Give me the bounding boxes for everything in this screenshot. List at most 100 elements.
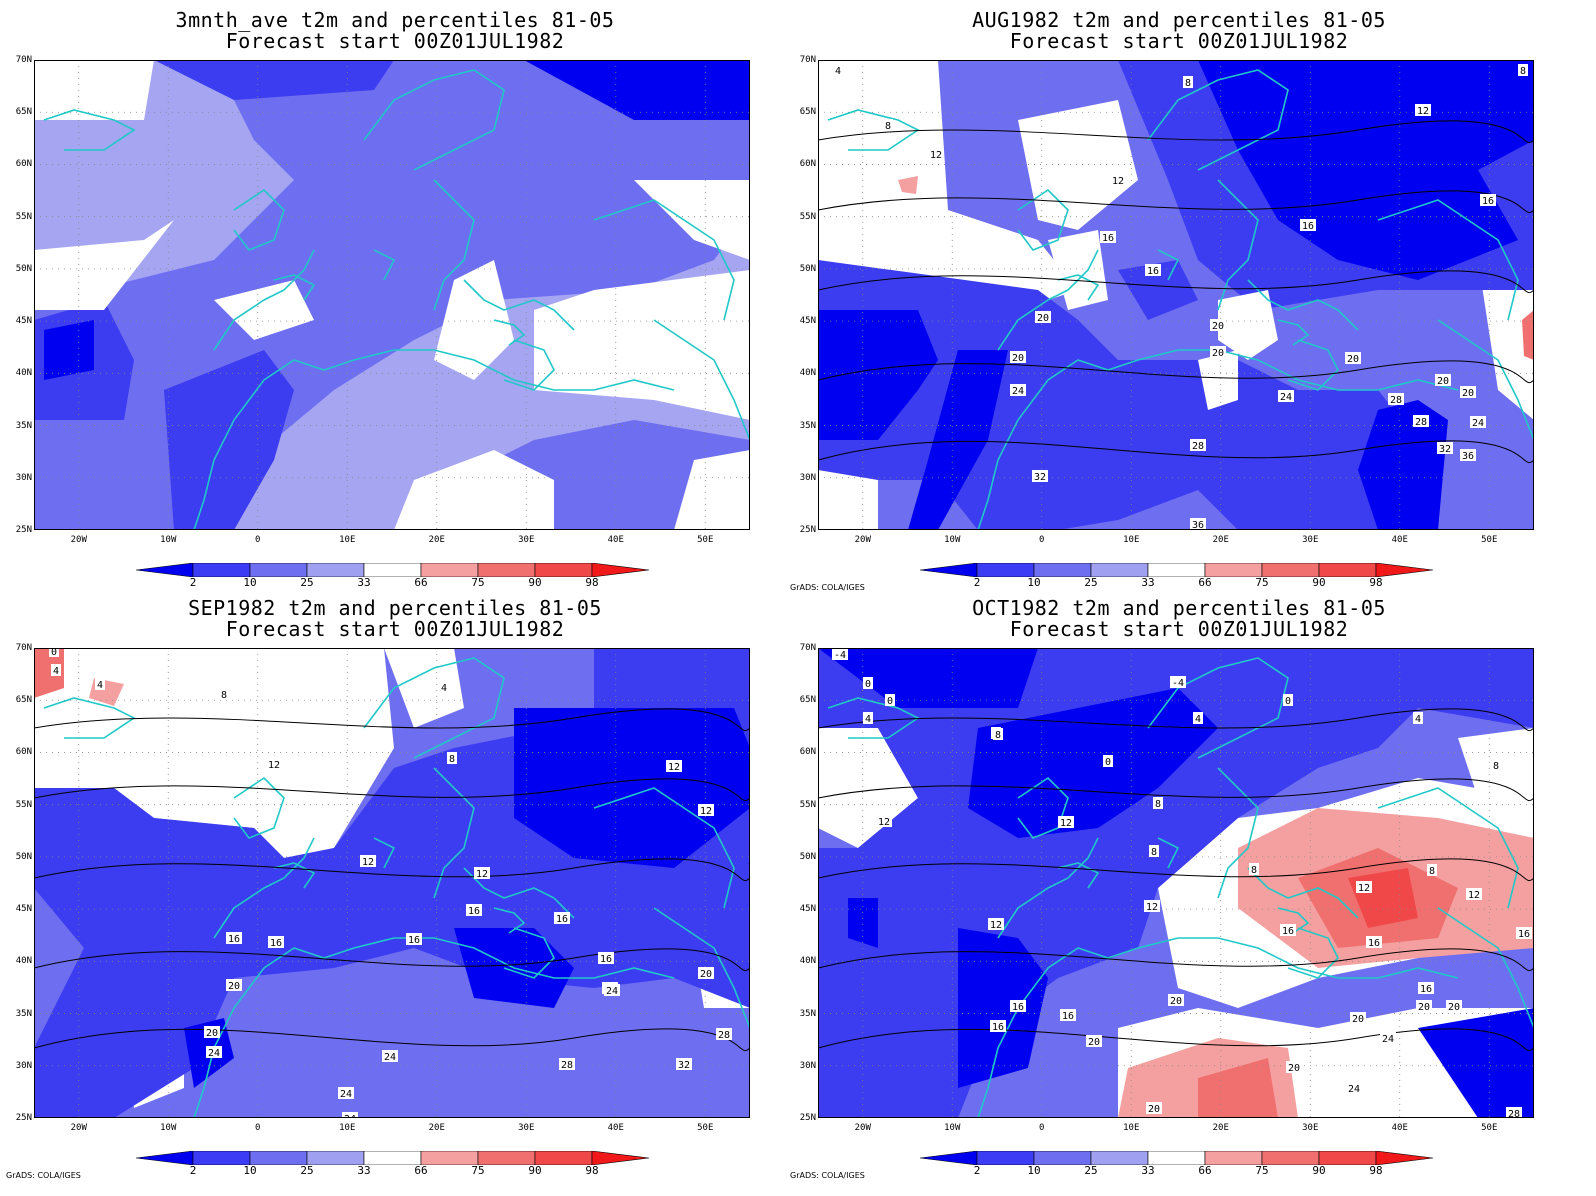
lon-tick-label: 50E (1481, 535, 1498, 545)
percentile-shade (1522, 310, 1534, 360)
svg-text:-4: -4 (834, 650, 846, 661)
contour-label: -4 (832, 648, 848, 661)
svg-text:-4: -4 (1172, 678, 1184, 689)
lat-tick-label: 25N (799, 1113, 816, 1123)
contour-label: 24 (342, 1112, 358, 1118)
lon-tick-label: 20W (70, 1123, 87, 1133)
svg-text:12: 12 (476, 869, 488, 880)
contour-label: 16 (1100, 231, 1116, 244)
svg-text:16: 16 (228, 934, 240, 945)
colorbar (920, 1151, 1434, 1165)
coastline (433, 767, 475, 899)
contour-line (818, 190, 1534, 214)
svg-text:16: 16 (468, 906, 480, 917)
lon-tick-label: 50E (1481, 1123, 1498, 1133)
lat-tick-label: 70N (15, 55, 32, 65)
svg-text:32: 32 (1034, 472, 1046, 483)
lat-tick-label: 30N (799, 472, 816, 483)
lon-tick-label: 50E (697, 535, 714, 545)
lat-tick-label: 55N (799, 211, 816, 222)
svg-text:16: 16 (1420, 984, 1432, 995)
colorbar-label: 10 (243, 576, 257, 589)
coastline (593, 199, 735, 321)
lat-tick-label: 45N (799, 904, 816, 915)
coastline (1377, 787, 1519, 909)
svg-text:12: 12 (362, 857, 374, 868)
svg-text:28: 28 (1508, 1109, 1520, 1118)
map-plot: 0444881212121212161616161616202020202424… (34, 648, 750, 1118)
percentile-shade (968, 688, 1218, 838)
lat-tick-label: 60N (799, 159, 816, 170)
coastline (1017, 776, 1069, 839)
lon-tick-label: 0 (255, 1123, 261, 1133)
svg-text:12: 12 (668, 762, 680, 773)
contour-label: 24 (1278, 390, 1294, 403)
lon-tick-label: 30E (518, 535, 535, 545)
contour-label: 8 (1427, 864, 1437, 877)
percentile-shade (1198, 350, 1238, 410)
contour-line (34, 1028, 750, 1052)
colorbar-label: 75 (471, 576, 485, 589)
contour-label: 20 (1210, 346, 1226, 359)
svg-text:36: 36 (1192, 520, 1204, 530)
contour-label: 16 (990, 1020, 1006, 1033)
contour-label: 28 (1506, 1107, 1522, 1118)
lon-tick-label: 10E (1123, 535, 1140, 545)
coastline (1057, 274, 1100, 301)
percentile-shade (34, 648, 64, 698)
colorbar-label: 10 (243, 1164, 257, 1177)
contour-label: 8 (447, 752, 457, 765)
percentile-shade (818, 728, 918, 848)
colorbar-segment (1033, 1151, 1092, 1165)
contour-label: 4 (1193, 712, 1203, 725)
lat-tick-label: 65N (799, 695, 816, 706)
contour-label: 16 (1480, 194, 1496, 207)
coastline (233, 188, 285, 251)
colorbar-segment (1375, 563, 1434, 577)
contour-label: 20 (1286, 1061, 1302, 1074)
svg-text:20: 20 (206, 1028, 218, 1039)
colorbar-segment (249, 563, 308, 577)
contour-label: 24 (382, 1050, 398, 1063)
contour-label: 12 (1058, 816, 1074, 829)
svg-text:8: 8 (1151, 847, 1157, 858)
contour-label: 12 (876, 815, 892, 828)
coastline (1157, 249, 1180, 281)
colorbar (136, 1151, 650, 1165)
svg-text:16: 16 (270, 938, 282, 949)
coastline (997, 837, 1099, 939)
colorbar-segment (591, 1151, 650, 1165)
contour-label: 12 (1144, 900, 1160, 913)
contour-label: 16 (554, 912, 570, 925)
contour-label: 24 (1010, 384, 1026, 397)
contour-label: 8 (1491, 759, 1501, 772)
grads-credit: GrADS: COLA/IGES (790, 1171, 865, 1180)
percentile-shade (1218, 290, 1278, 360)
lat-tick-label: 60N (799, 747, 816, 758)
grads-credit: GrADS: COLA/IGES (790, 583, 865, 592)
coastline (1157, 837, 1180, 869)
svg-text:4: 4 (53, 666, 59, 677)
colorbar-segment (1147, 1151, 1206, 1165)
contour-label: 12 (1110, 174, 1126, 187)
colorbar-segment (1147, 563, 1206, 577)
svg-text:24: 24 (384, 1052, 396, 1063)
contour-label: 20 (226, 979, 242, 992)
lat-tick-label: 50N (15, 263, 32, 274)
lat-tick-label: 25N (15, 525, 32, 535)
coastline (1217, 767, 1259, 899)
contour-label: 36 (1460, 449, 1476, 462)
contour-label: 8 (1249, 863, 1259, 876)
colorbar-segment (363, 563, 422, 577)
colorbar-label: 75 (1255, 576, 1269, 589)
contour-line (818, 270, 1534, 294)
contour-label: 8 (1518, 64, 1528, 77)
contour-line (818, 1028, 1534, 1052)
coastline (193, 937, 675, 1118)
coastline (373, 837, 396, 869)
colorbar-segment (306, 563, 365, 577)
contour-label: 20 (1345, 352, 1361, 365)
contour-label: 28 (1190, 439, 1206, 452)
coastline (503, 927, 555, 979)
lat-tick-label: 65N (15, 695, 32, 706)
